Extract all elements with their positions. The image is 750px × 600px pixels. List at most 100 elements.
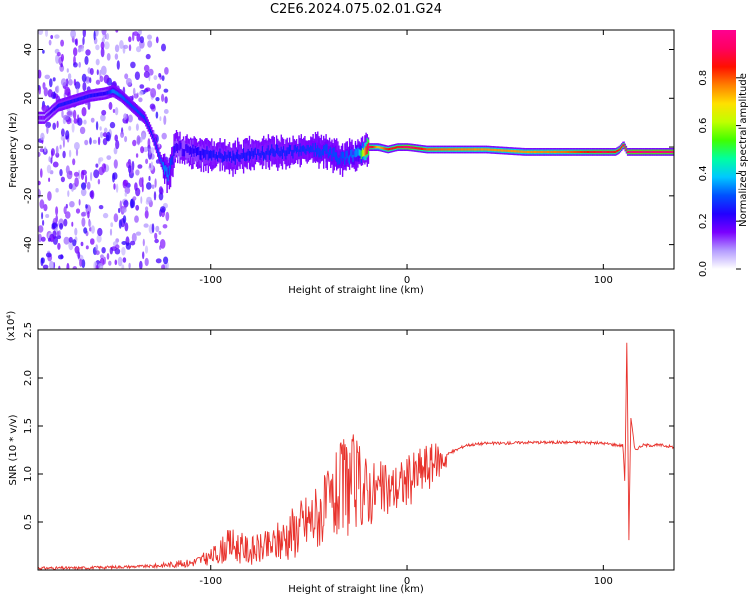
spectrogram-cell bbox=[423, 147, 425, 151]
spectrogram-cell bbox=[625, 148, 628, 151]
spectrogram-cell bbox=[61, 109, 64, 118]
spectrogram-cell bbox=[80, 96, 82, 101]
spectrogram-cell bbox=[613, 150, 616, 154]
spectrogram-cell bbox=[100, 131, 103, 139]
spectrogram-cell bbox=[348, 155, 351, 165]
spectrogram-cell bbox=[417, 147, 419, 150]
spectrogram-cell bbox=[555, 150, 557, 154]
y-tick-label: 1.5 bbox=[23, 418, 34, 434]
spectrogram-cell bbox=[668, 150, 670, 154]
spectrogram-cell bbox=[74, 177, 79, 188]
spectrogram-cell bbox=[157, 148, 159, 153]
spectrogram-cell bbox=[247, 148, 249, 156]
spectrogram-frame bbox=[37, 29, 675, 270]
spectrogram-cell bbox=[45, 30, 48, 37]
spectrogram-cell bbox=[432, 148, 434, 151]
spectrogram-cell bbox=[155, 111, 159, 119]
spectrogram-cell bbox=[136, 33, 141, 42]
spectrogram-cell bbox=[177, 143, 179, 153]
spectrogram-cell bbox=[584, 150, 586, 154]
spectrogram-cell bbox=[485, 148, 487, 151]
spectrogram-cell bbox=[369, 145, 371, 149]
spectrogram-cell bbox=[384, 147, 386, 150]
spectrogram-cell bbox=[144, 209, 149, 219]
spectrogram-cell bbox=[568, 150, 570, 154]
spectrogram-cell bbox=[343, 152, 345, 158]
spectrogram-cell bbox=[74, 227, 78, 236]
spectrogram-cell bbox=[303, 146, 305, 159]
spectrogram-cell bbox=[85, 49, 91, 56]
spectrogram-cell bbox=[351, 149, 353, 158]
spectrogram-cell bbox=[38, 225, 44, 233]
spectrogram-cell bbox=[121, 241, 127, 245]
spectrogram-cell bbox=[180, 145, 182, 158]
spectrogram-cell bbox=[81, 43, 84, 52]
spectrogram-cell bbox=[140, 196, 143, 204]
spectrogram-cell bbox=[97, 178, 101, 185]
spectrogram-cell bbox=[153, 137, 155, 142]
spectrogram-cell bbox=[204, 149, 206, 158]
spectrogram-cell bbox=[48, 156, 51, 163]
spectrogram-cell bbox=[268, 150, 271, 160]
spectrogram-cell bbox=[267, 145, 270, 156]
spectrogram-cell bbox=[373, 145, 376, 149]
spectrogram-cell bbox=[124, 186, 131, 194]
spectrogram-cell bbox=[380, 146, 383, 149]
spectrogram-cell bbox=[69, 100, 72, 104]
spectrogram-cell bbox=[212, 150, 214, 165]
spectrogram-cell bbox=[121, 95, 123, 99]
spectrogram-cell bbox=[569, 150, 571, 154]
spectrogram-cell bbox=[227, 150, 229, 158]
spectrogram-cell bbox=[354, 148, 357, 158]
spectrogram-cell bbox=[642, 150, 644, 154]
spectrogram-cell bbox=[169, 159, 172, 169]
spectrogram-cell bbox=[95, 44, 100, 51]
y-tick-label: 2.5 bbox=[23, 322, 34, 338]
spectrogram-cell bbox=[141, 113, 143, 118]
spectrogram-cell bbox=[279, 150, 281, 158]
spectrogram-cell bbox=[126, 99, 128, 104]
spectrogram-cell bbox=[55, 145, 59, 156]
spectrogram-cell bbox=[113, 159, 118, 169]
spectrogram-cell bbox=[99, 92, 101, 97]
spectrogram-cell bbox=[90, 225, 95, 234]
spectrogram-cell bbox=[328, 148, 331, 157]
spectrogram-cell bbox=[492, 148, 494, 152]
spectrogram-cell bbox=[312, 143, 314, 152]
spectrogram-cell bbox=[450, 148, 452, 151]
spectrogram-cell bbox=[89, 93, 92, 98]
spectrogram-cell bbox=[462, 148, 464, 151]
spectrogram-cell bbox=[137, 164, 143, 169]
spectrogram-cell bbox=[273, 149, 275, 158]
spectrogram-cell bbox=[248, 150, 251, 161]
spectrogram-cell bbox=[151, 131, 153, 135]
spectrogram-cell bbox=[482, 148, 484, 151]
spectrogram-cell bbox=[80, 170, 85, 180]
spectrogram-cell bbox=[101, 109, 107, 116]
spectrogram-cell bbox=[535, 150, 537, 154]
spectrogram-cell bbox=[118, 92, 120, 97]
spectrogram-cell bbox=[644, 150, 646, 154]
spectrogram-cell bbox=[153, 75, 158, 81]
spectrogram-cell bbox=[398, 145, 400, 149]
spectrogram-cell bbox=[353, 152, 355, 165]
spectrogram-cell bbox=[63, 236, 70, 245]
spectrogram-cell bbox=[553, 150, 556, 154]
spectrogram-cell bbox=[606, 150, 609, 154]
spectrogram-cell bbox=[185, 144, 187, 152]
spectrogram-cell bbox=[65, 101, 67, 106]
spectrogram-cell bbox=[108, 101, 113, 110]
spectrogram-cell bbox=[63, 218, 68, 227]
spectrogram-cell bbox=[416, 147, 418, 150]
spectrogram-cell bbox=[61, 102, 63, 107]
spectrogram-cell bbox=[530, 150, 532, 154]
spectrogram-cell bbox=[632, 150, 635, 154]
spectrogram-cell bbox=[139, 36, 144, 44]
spectrogram-cell bbox=[277, 144, 279, 155]
spectrogram-cell bbox=[526, 150, 529, 154]
spectrogram-cell bbox=[237, 149, 239, 160]
spectrogram-cell bbox=[310, 145, 312, 153]
spectrogram-cell bbox=[325, 143, 327, 154]
spectrogram-cell bbox=[486, 148, 489, 151]
spectrogram-cell bbox=[556, 150, 558, 154]
